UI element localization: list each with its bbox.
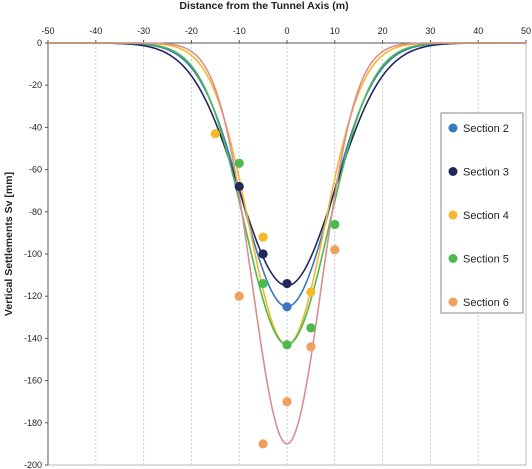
point-section-3 [282,278,292,289]
x-tick-label: -50 [41,26,54,36]
point-section-4 [210,129,220,139]
point-section-2 [282,302,292,312]
legend-label: Section 5 [463,254,509,266]
x-tick-label: 10 [330,26,340,36]
point-section-3 [258,249,268,259]
x-tick-label: -20 [185,26,198,36]
x-tick-label: -10 [233,26,246,36]
point-section-6 [282,397,292,407]
point-section-5 [306,323,316,333]
legend-label: Section 3 [463,167,509,179]
legend-label: Section 4 [463,210,509,222]
point-section-6 [234,291,244,301]
point-section-6 [330,245,340,255]
y-tick-label: -60 [29,165,42,175]
legend-marker [448,210,458,220]
point-section-3 [234,181,244,192]
x-tick-label: -30 [137,26,150,36]
y-tick-label: -140 [24,333,42,343]
x-tick-label: 40 [473,26,483,36]
point-section-6 [306,342,316,352]
y-tick-label: -40 [29,122,42,132]
legend-marker [448,123,458,133]
y-axis-label: Vertical Settlements Sv [mm] [3,172,15,316]
point-section-6 [258,439,268,449]
y-tick-label: -120 [24,291,42,301]
y-tick-label: -160 [24,376,42,386]
y-tick-label: -80 [29,207,42,217]
legend: Section 2 Section 3 Section 4 Section 5 Sect… [440,112,524,314]
point-section-5 [234,158,244,168]
legend-marker [448,297,458,307]
y-tick-label: 0 [37,38,42,48]
data-points [210,129,340,449]
point-section-5 [258,278,268,289]
legend-marker [448,167,458,176]
curve-section-6 [48,42,526,445]
point-section-4 [258,232,268,242]
axes: -50 -40 -30 -20 -10 0 10 20 30 40 500-20-40-60-80-… [24,26,531,469]
chart-title: Distance from the Tunnel Axis (m) [179,0,348,12]
y-tick-label: -20 [29,80,42,90]
point-section-5 [282,340,292,350]
y-tick-label: -100 [24,249,42,259]
legend-marker [448,254,458,263]
legend-label: Section 2 [463,123,509,135]
y-tick-label: -180 [24,418,42,428]
point-section-4 [306,287,316,297]
x-tick-label: 50 [521,26,531,36]
point-section-5 [330,219,340,230]
y-tick-label: -200 [24,460,42,469]
legend-label: Section 6 [463,297,509,309]
x-tick-label: 0 [284,26,289,36]
x-tick-label: 30 [425,26,435,36]
x-tick-label: -40 [89,26,102,36]
x-tick-label: 20 [378,26,388,36]
